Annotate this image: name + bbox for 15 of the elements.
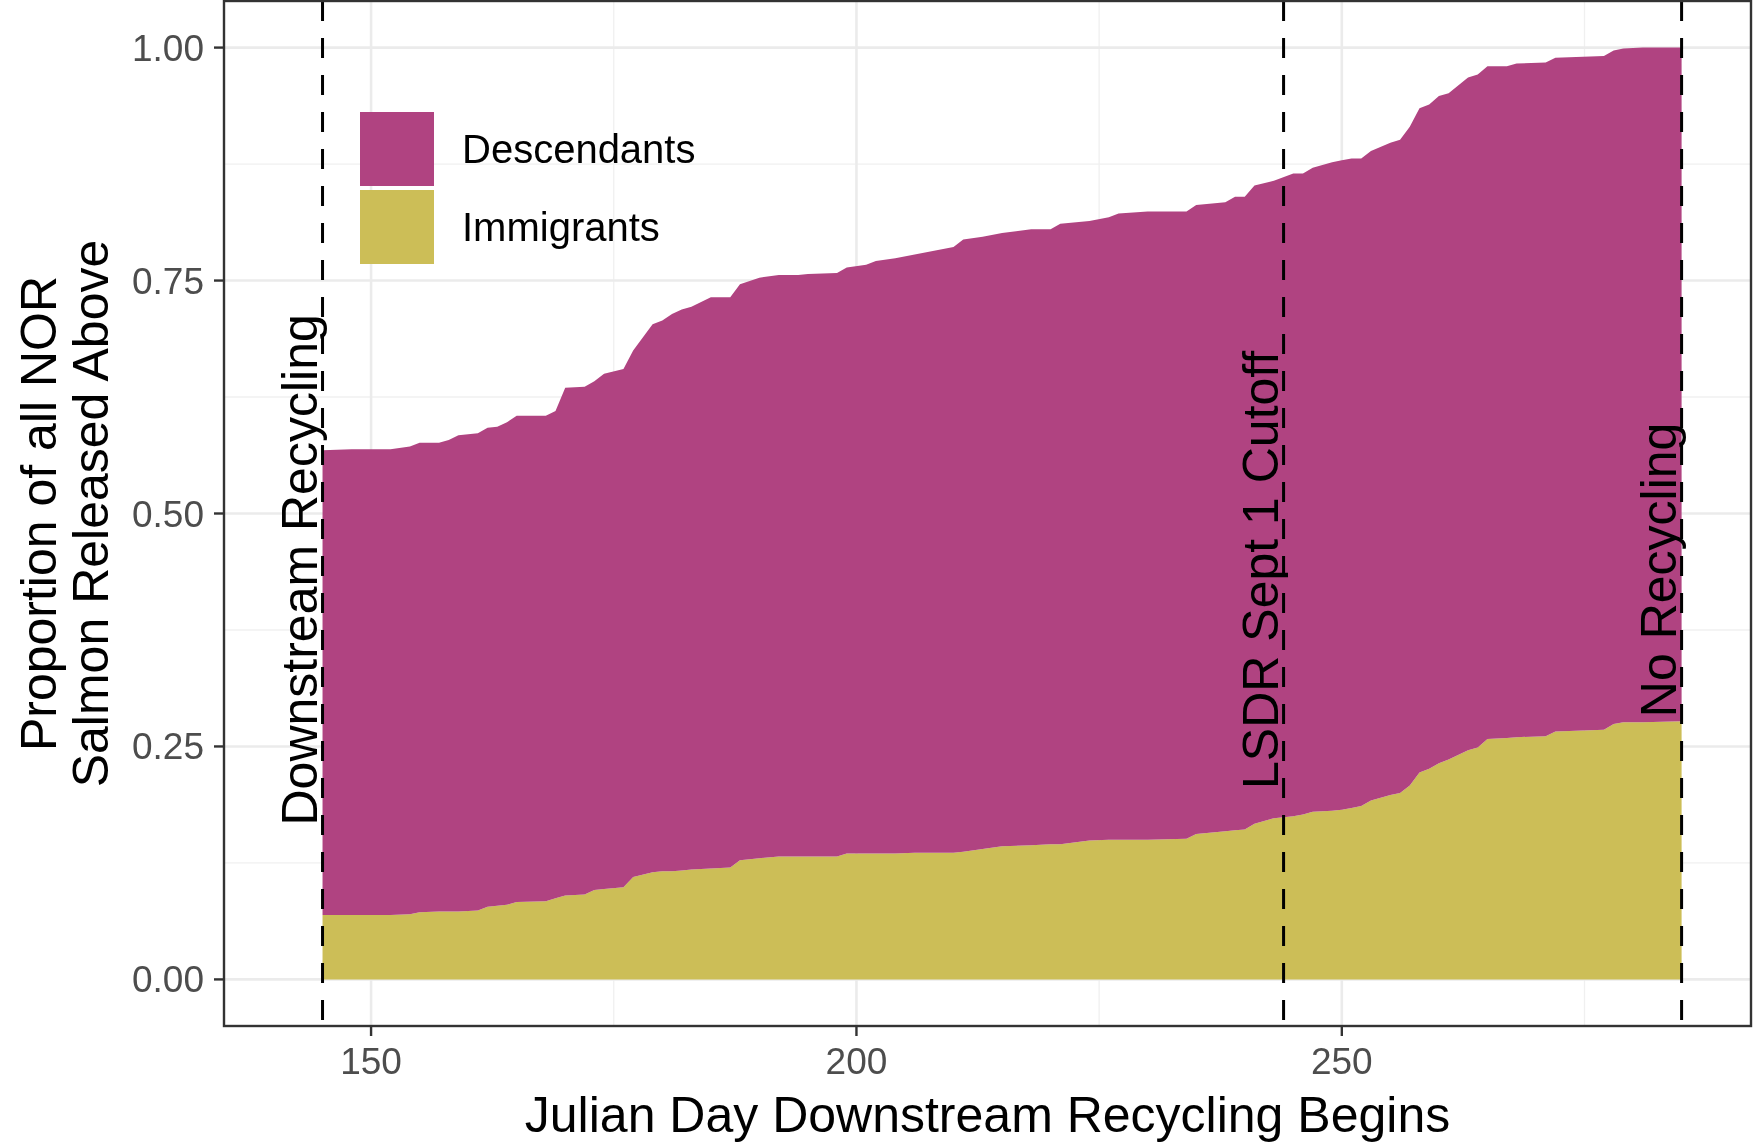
ref-line-label: Downstream Recycling <box>271 314 328 826</box>
y-tick-label: 1.00 <box>131 27 204 69</box>
legend-label: Immigrants <box>462 205 660 249</box>
ref-line-label: LSDR Sept 1 Cutoff <box>1232 350 1289 789</box>
y-axis-title: Proportion of all NOR Salmon Released Above <box>11 239 119 788</box>
legend-label: Descendants <box>462 127 696 171</box>
y-tick-label: 0.75 <box>131 260 204 302</box>
x-tick-label: 250 <box>1310 1041 1373 1082</box>
x-axis-title: Julian Day Downstream Recycling Begins <box>524 1087 1451 1143</box>
x-tick-label: 150 <box>340 1041 402 1082</box>
ref-line-label: No Recycling <box>1630 422 1687 718</box>
y-tick-label: 0.00 <box>131 959 204 1001</box>
y-tick-label: 0.25 <box>131 726 204 768</box>
x-tick-label: 200 <box>825 1041 888 1082</box>
y-tick-label: 0.50 <box>131 493 204 535</box>
